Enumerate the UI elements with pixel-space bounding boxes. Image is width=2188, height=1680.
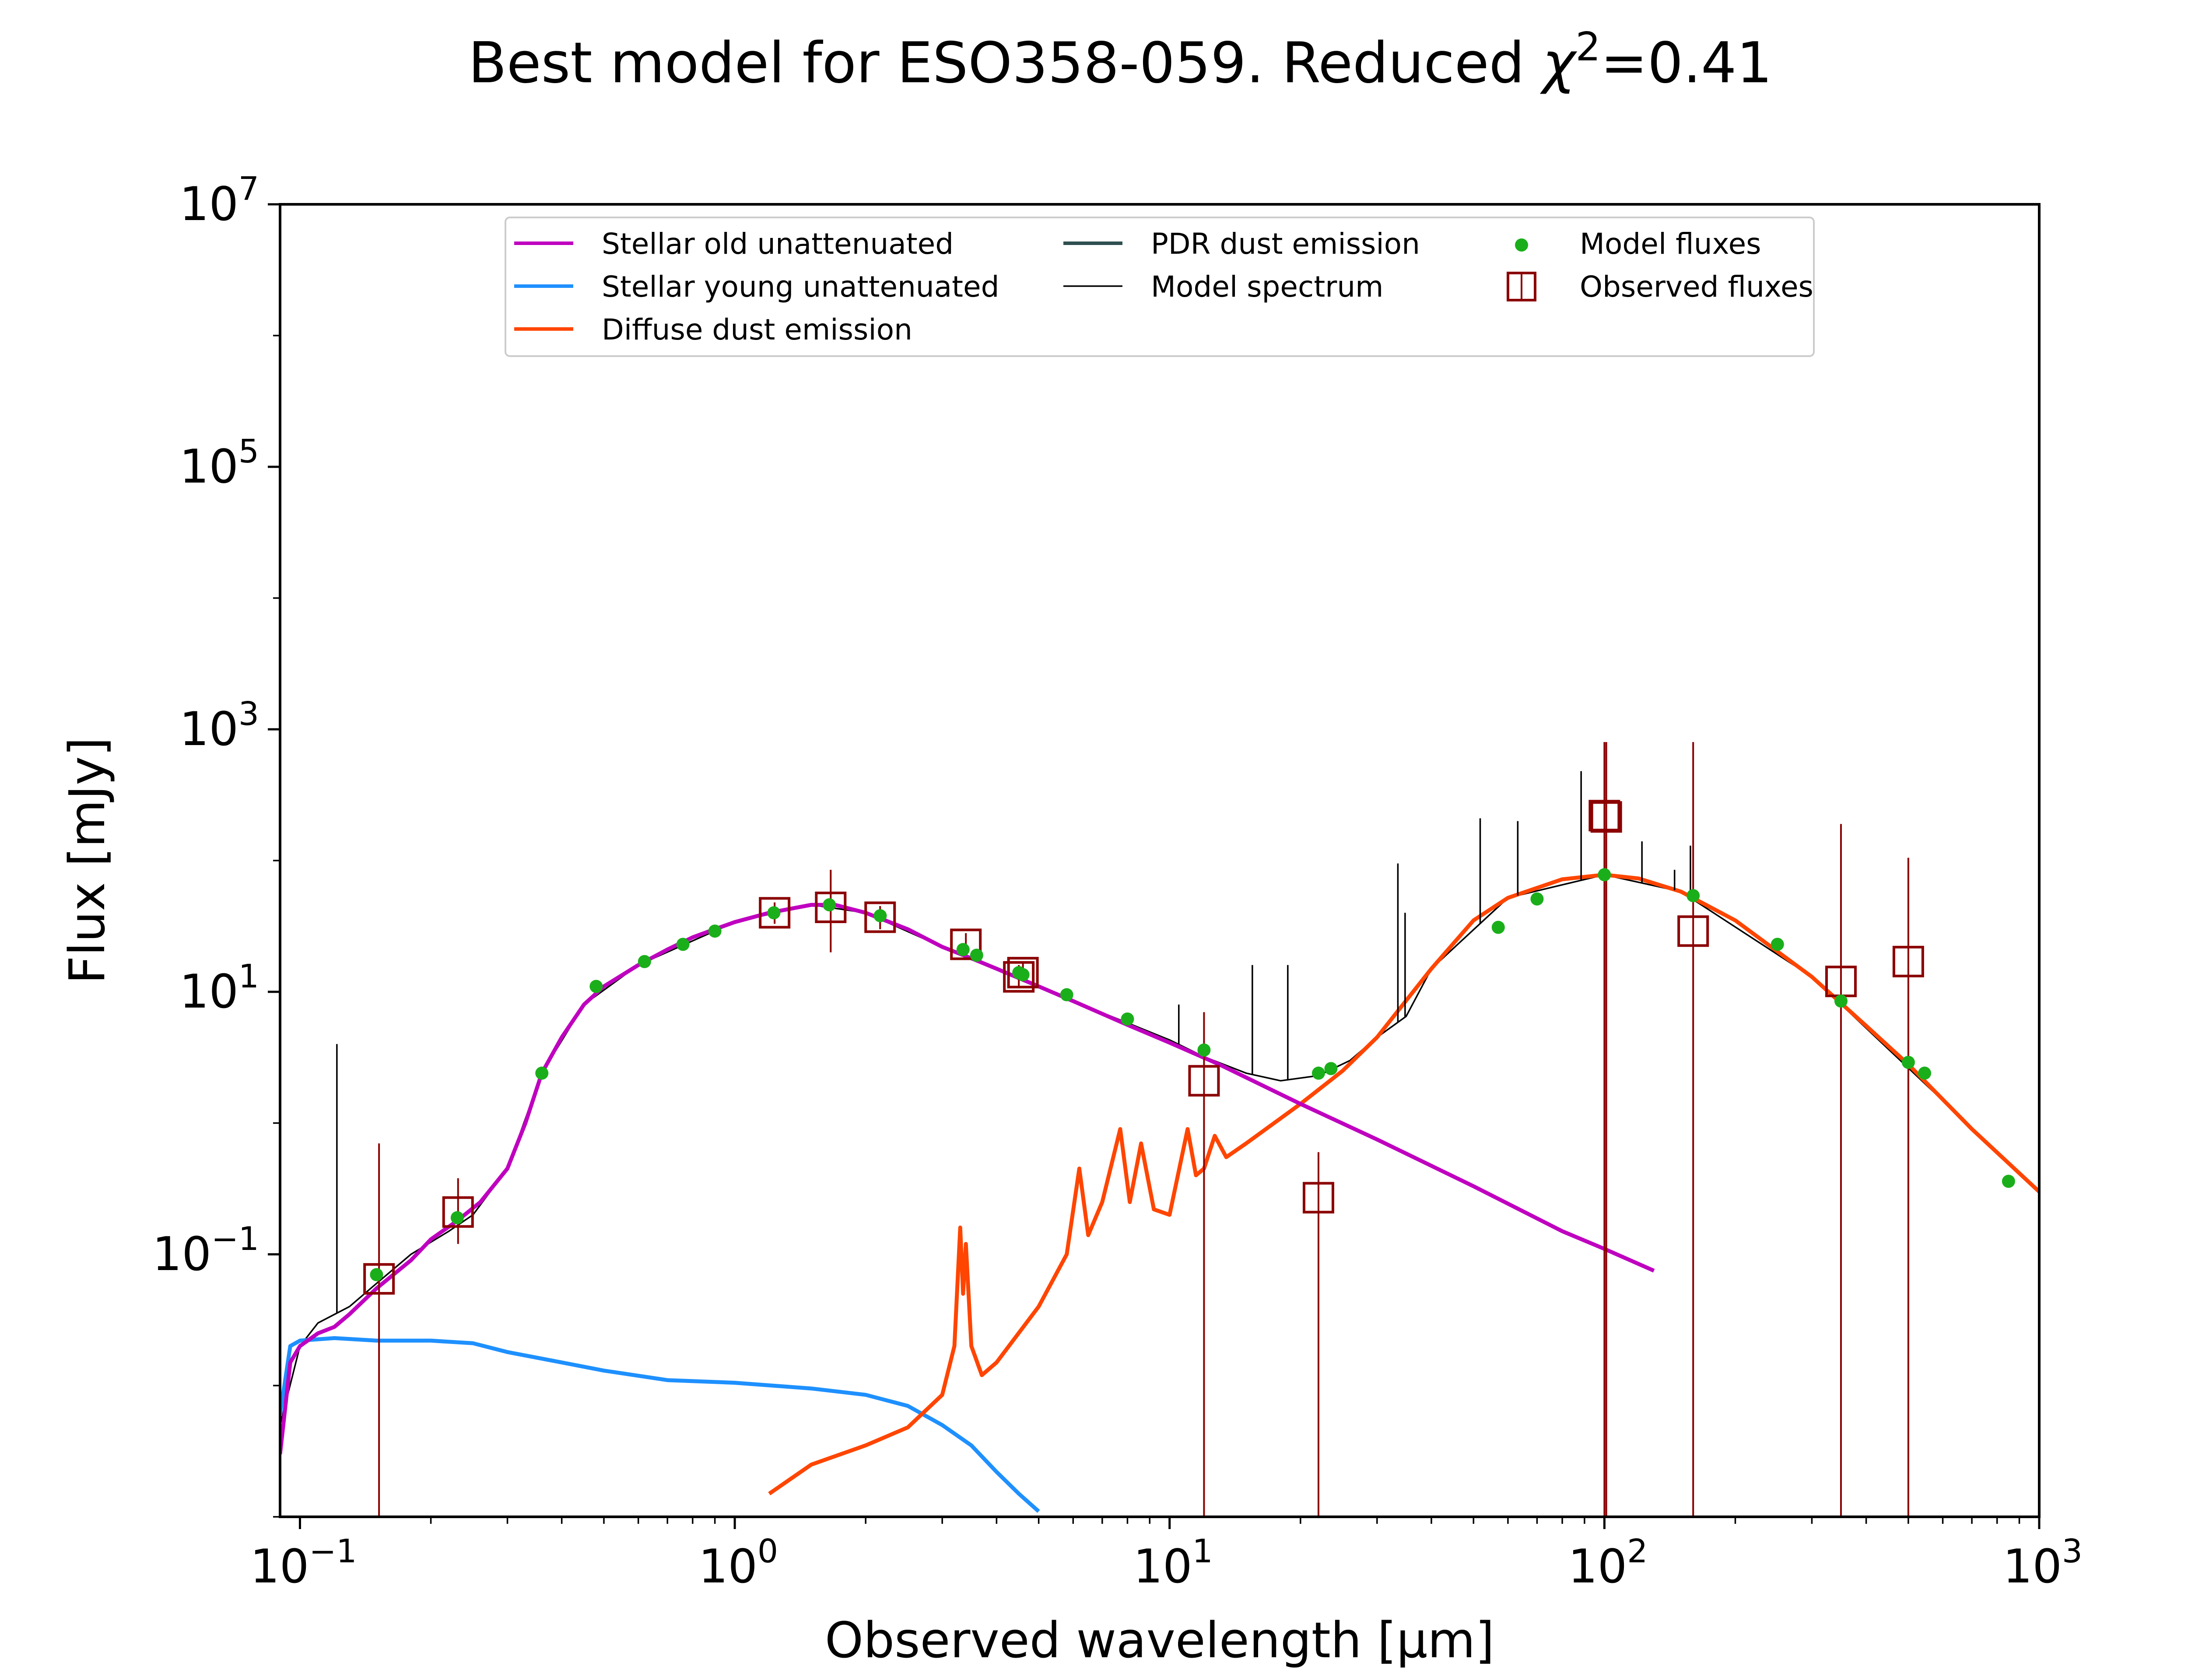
legend-item: Stellar old unattenuated [514,227,954,261]
model-flux-point [1687,889,1700,903]
model-flux-point [1530,892,1544,906]
model-flux-point [638,955,651,968]
model-flux-point [970,948,983,962]
plot-frame [279,203,2041,1518]
x-tick-label: 10−1 [250,1533,357,1593]
observed-flux-marker [442,1196,474,1228]
y-tick-label: 105 [179,433,259,494]
model-flux-point [1834,994,1848,1008]
legend-swatch [1515,238,1528,252]
y-axis-label: Flux [mJy] [59,737,116,984]
observed-flux-marker [1590,801,1622,833]
legend-item: Diffuse dust emission [514,313,912,346]
x-tick-label: 100 [698,1533,778,1593]
model-flux-point [1491,920,1505,934]
model-flux-point [2002,1175,2015,1188]
model-flux-point [1598,868,1611,882]
legend-label: Model fluxes [1580,227,1761,261]
model-flux-point [1918,1066,1932,1080]
observed-flux-marker [1188,1065,1220,1097]
chart-title: Best model for ESO358-059. Reduced χ2=0.… [468,24,1772,96]
model-flux-point [1060,988,1073,1001]
observed-flux-marker [1677,915,1709,947]
model-flux-point [1901,1056,1915,1069]
legend-box [505,217,1815,357]
model-flux-point [1771,938,1784,951]
observed-flux-marker [815,891,847,923]
model-flux-point [589,980,603,993]
legend-item: Model spectrum [1063,270,1383,304]
y-tick-label: 103 [179,695,259,756]
legend: Stellar old unattenuated Stellar young un… [505,217,1815,357]
legend-label: Model spectrum [1151,270,1383,304]
x-tick-label: 103 [2003,1533,2083,1593]
observed-flux-marker [363,1263,395,1295]
legend-label: Diffuse dust emission [602,313,912,346]
y-tick-label: 10−1 [152,1220,259,1281]
axes: 10−1 100 101 102 103 10−1 101 103 105 107 [152,170,2083,1593]
series-line-stellar-old [280,903,1655,1455]
legend-item: PDR dust emission [1063,227,1420,261]
model-flux-point [1197,1043,1211,1057]
plot-area [280,742,2039,1517]
y-tick-label: 107 [179,170,259,231]
model-flux-point [956,943,970,956]
observed-flux-marker [1007,957,1039,989]
series-line-stellar-young [280,1336,1040,1513]
model-flux-point [1016,968,1030,981]
model-flux-point [1121,1012,1134,1026]
series-line-diffuse [768,872,2039,1495]
model-flux-point [535,1066,549,1080]
observed-flux-marker [950,928,982,960]
observed-flux-marker [864,901,896,933]
x-tick-label: 102 [1568,1533,1648,1593]
x-axis-label: Observed wavelength [μm] [825,1612,1494,1669]
legend-label: PDR dust emission [1151,227,1420,261]
model-flux-point [370,1268,383,1281]
observed-flux-marker [1003,961,1035,993]
legend-label: Stellar young unattenuated [602,270,999,304]
observed-flux-marker [759,897,791,929]
legend-label: Observed fluxes [1580,270,1813,304]
y-tick-label: 101 [179,958,259,1018]
model-flux-point [450,1211,464,1225]
legend-label: Stellar old unattenuated [602,227,954,261]
legend-item: Observed fluxes [1507,270,1813,304]
x-tick-label: 101 [1133,1533,1213,1593]
observed-flux-marker [1892,945,1924,977]
observed-flux-marker [1302,1182,1334,1214]
model-flux-point [873,909,887,923]
model-flux-point [767,906,781,920]
model-flux-point [1324,1062,1338,1075]
model-flux-point [1311,1066,1325,1080]
model-flux-point [708,924,722,938]
model-flux-point [676,938,690,951]
series-line-model-spectrum [280,874,2039,1425]
model-flux-point [823,898,836,912]
legend-item: Stellar young unattenuated [514,270,999,304]
legend-item: Model fluxes [1515,227,1761,261]
